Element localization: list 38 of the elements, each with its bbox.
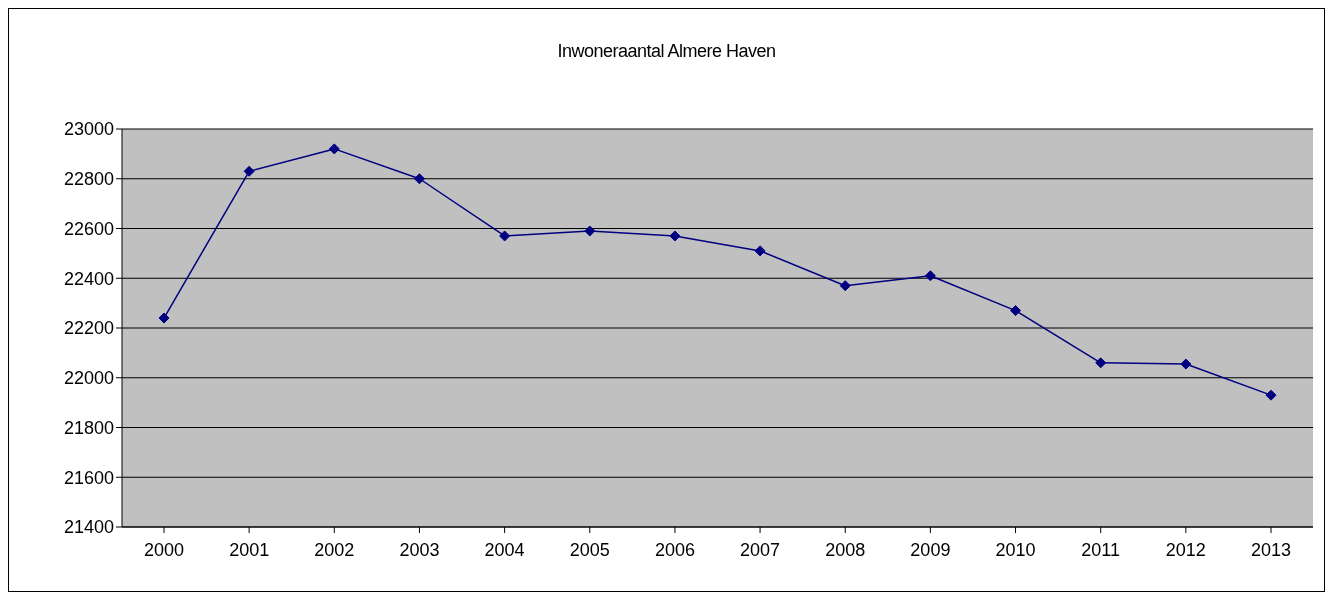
x-tick-label: 2001 bbox=[229, 539, 270, 560]
x-tick-label: 2008 bbox=[825, 539, 866, 560]
x-tick-label: 2013 bbox=[1250, 539, 1292, 560]
y-tick-label: 22400 bbox=[63, 268, 114, 289]
y-tick-label: 21600 bbox=[63, 467, 114, 488]
x-tick-label: 2002 bbox=[314, 539, 355, 560]
point bbox=[1180, 358, 1192, 370]
chart-title: Inwoneraantal Almere Haven bbox=[556, 41, 777, 62]
x-tick-label: 2007 bbox=[740, 539, 781, 560]
point bbox=[158, 312, 170, 324]
point bbox=[328, 143, 340, 155]
point bbox=[413, 173, 425, 185]
point bbox=[754, 245, 766, 257]
point bbox=[669, 230, 681, 242]
point bbox=[243, 165, 255, 177]
point bbox=[584, 225, 596, 237]
point bbox=[1095, 357, 1107, 369]
point bbox=[839, 280, 851, 292]
x-tick-label: 2004 bbox=[484, 539, 525, 560]
y-tick-label: 22200 bbox=[63, 318, 114, 339]
point bbox=[1265, 389, 1277, 401]
y-tick-label: 22600 bbox=[63, 218, 114, 239]
y-tick-label: 23000 bbox=[63, 119, 114, 140]
y-tick-label: 22000 bbox=[63, 368, 114, 389]
x-tick-label: 2000 bbox=[143, 539, 185, 560]
point bbox=[1010, 305, 1022, 317]
y-tick-label: 21400 bbox=[63, 517, 114, 538]
point bbox=[499, 230, 511, 242]
x-tick-label: 2005 bbox=[569, 539, 610, 560]
point bbox=[924, 270, 936, 282]
x-tick-label: 2009 bbox=[910, 539, 951, 560]
x-tick-label: 2011 bbox=[1081, 539, 1121, 560]
y-tick-label: 21800 bbox=[63, 417, 114, 438]
y-tick-label: 22800 bbox=[63, 169, 114, 190]
x-tick-label: 2012 bbox=[1165, 539, 1206, 560]
x-tick-label: 2006 bbox=[654, 539, 695, 560]
x-tick-label: 2010 bbox=[995, 539, 1036, 560]
x-tick-label: 2003 bbox=[399, 539, 440, 560]
